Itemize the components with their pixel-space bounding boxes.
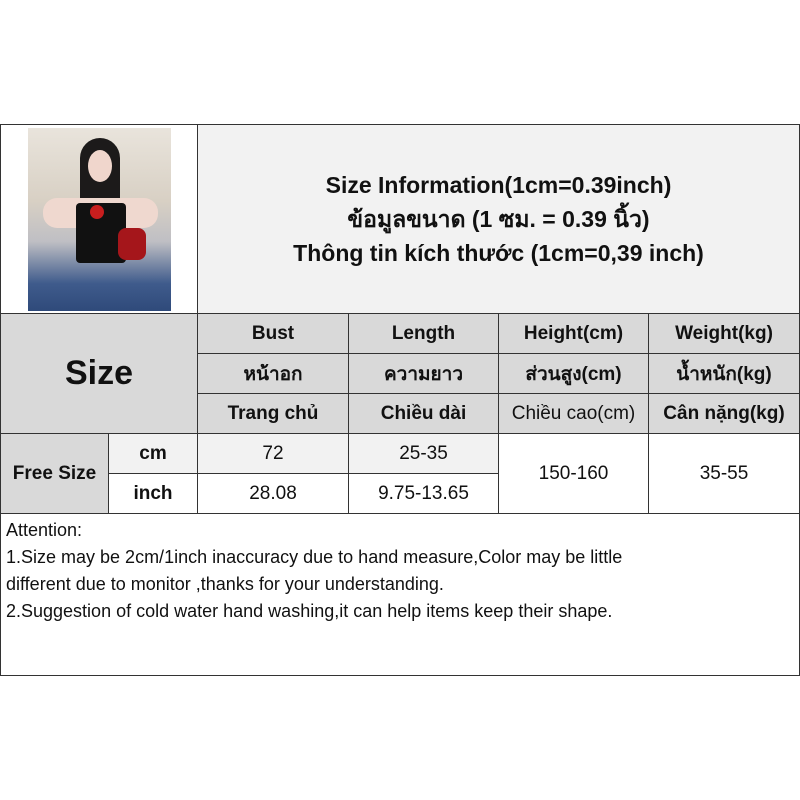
col-height-th: ส่วนสูง(cm) bbox=[498, 353, 649, 394]
free-size-label: Free Size bbox=[0, 433, 109, 514]
attention-notes: Attention: 1.Size may be 2cm/1inch inacc… bbox=[0, 513, 800, 676]
note-heading: Attention: bbox=[6, 520, 83, 540]
title-th: ข้อมูลขนาด (1 ซม. = 0.39 นิ้ว) bbox=[347, 206, 650, 232]
note-line: different due to monitor ,thanks for you… bbox=[6, 574, 444, 594]
col-bust-en: Bust bbox=[197, 313, 349, 354]
col-length-th: ความยาว bbox=[348, 353, 499, 394]
product-photo bbox=[28, 128, 171, 311]
height-value: 150-160 bbox=[498, 433, 649, 514]
title-en: Size Information(1cm=0.39inch) bbox=[325, 172, 672, 198]
size-label: Size bbox=[64, 354, 134, 392]
red-bag bbox=[118, 228, 146, 260]
col-weight-th: น้ำหนัก(kg) bbox=[648, 353, 800, 394]
col-height-en: Height(cm) bbox=[498, 313, 649, 354]
col-length-en: Length bbox=[348, 313, 499, 354]
size-header: Size bbox=[0, 313, 198, 434]
bust-inch: 28.08 bbox=[197, 473, 349, 514]
red-rose bbox=[90, 205, 104, 219]
unit-inch: inch bbox=[108, 473, 198, 514]
bust-cm: 72 bbox=[197, 433, 349, 474]
title-vi: Thông tin kích thước (1cm=0,39 inch) bbox=[293, 240, 704, 266]
weight-value: 35-55 bbox=[648, 433, 800, 514]
length-inch: 9.75-13.65 bbox=[348, 473, 499, 514]
note-line: 2.Suggestion of cold water hand washing,… bbox=[6, 601, 613, 621]
length-cm: 25-35 bbox=[348, 433, 499, 474]
col-bust-th: หน้าอก bbox=[197, 353, 349, 394]
col-length-vi: Chiều dài bbox=[348, 393, 499, 434]
col-height-vi: Chiều cao(cm) bbox=[498, 393, 649, 434]
col-weight-vi: Cân nặng(kg) bbox=[648, 393, 800, 434]
title-cell: Size Information(1cm=0.39inch) ข้อมูลขนา… bbox=[197, 124, 800, 314]
col-weight-en: Weight(kg) bbox=[648, 313, 800, 354]
col-bust-vi: Trang chủ bbox=[197, 393, 349, 434]
model-face bbox=[88, 150, 112, 182]
note-line: 1.Size may be 2cm/1inch inaccuracy due t… bbox=[6, 547, 623, 567]
unit-cm: cm bbox=[108, 433, 198, 474]
